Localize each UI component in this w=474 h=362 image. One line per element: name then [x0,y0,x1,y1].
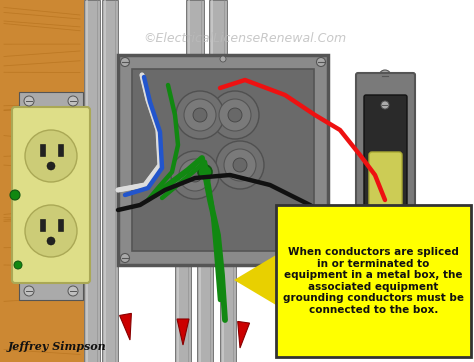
Circle shape [120,253,129,262]
Circle shape [381,241,389,249]
Bar [132,69,314,251]
Circle shape [68,286,78,296]
Bar [102,0,118,362]
Circle shape [317,253,326,262]
Bar [118,55,328,265]
Polygon shape [119,313,131,340]
Circle shape [120,58,129,67]
FancyBboxPatch shape [12,107,90,283]
FancyBboxPatch shape [356,73,415,297]
Bar [209,0,227,70]
Polygon shape [237,321,249,348]
Bar [220,255,236,362]
Circle shape [14,261,22,269]
Bar [19,92,83,110]
Bar [40,144,45,156]
Circle shape [216,141,264,189]
Bar [84,0,100,362]
Bar [175,255,191,362]
Circle shape [68,96,78,106]
FancyBboxPatch shape [369,152,402,223]
Bar [197,255,213,362]
Bar [40,219,45,231]
Circle shape [171,151,219,199]
Circle shape [224,149,256,181]
Circle shape [25,205,77,257]
Circle shape [317,58,326,67]
Circle shape [179,159,211,191]
Bar [0,0,85,362]
Circle shape [405,211,413,219]
Circle shape [220,56,226,62]
Circle shape [188,168,202,182]
Polygon shape [177,319,189,345]
Circle shape [176,91,224,139]
Circle shape [24,96,34,106]
Circle shape [379,70,391,82]
Circle shape [10,190,20,200]
Circle shape [25,130,77,182]
Bar [58,144,63,156]
Circle shape [219,99,251,131]
Text: When conductors are spliced
in or terminated to
equipment in a metal box, the
as: When conductors are spliced in or termin… [283,247,464,315]
Text: Jeffrey Simpson: Jeffrey Simpson [8,341,107,352]
Circle shape [47,162,55,170]
Circle shape [24,286,34,296]
Circle shape [379,285,391,297]
Circle shape [198,165,212,179]
Bar [186,0,204,70]
Circle shape [211,91,259,139]
Circle shape [193,108,207,122]
Circle shape [233,158,247,172]
Text: ©ElectricalLicenseRenewal.Com: ©ElectricalLicenseRenewal.Com [144,31,346,45]
Circle shape [47,237,55,245]
Circle shape [228,108,242,122]
Circle shape [184,99,216,131]
Bar [19,282,83,300]
Circle shape [381,101,389,109]
Bar [58,219,63,231]
Polygon shape [234,255,276,305]
FancyBboxPatch shape [276,205,471,357]
FancyBboxPatch shape [364,95,407,275]
